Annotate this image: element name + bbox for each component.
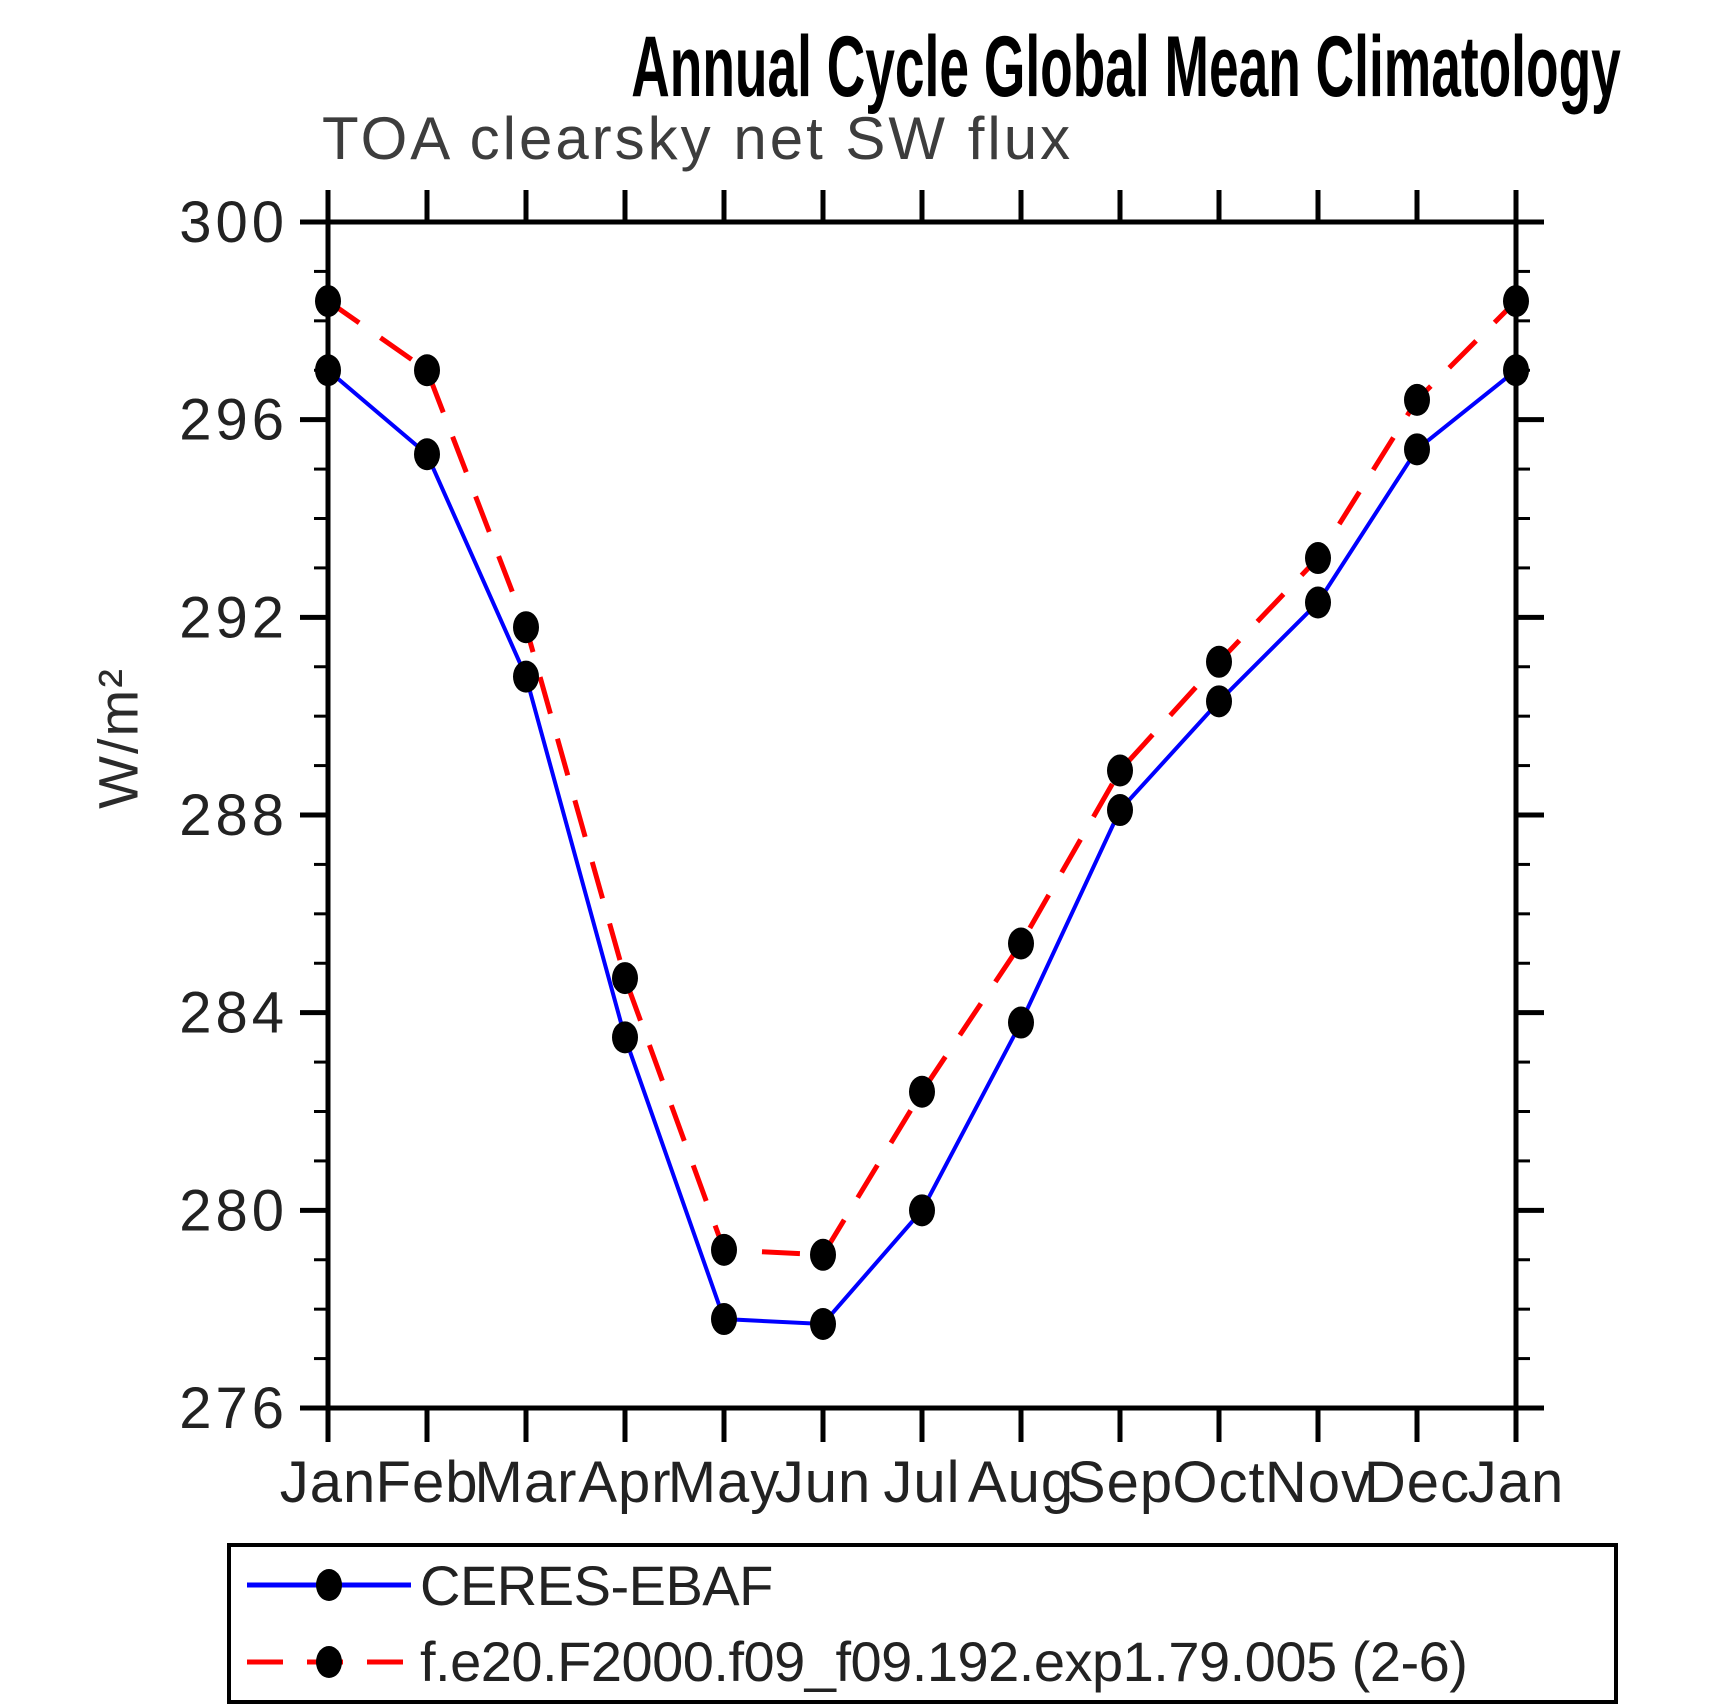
data-point-0-9: [1206, 685, 1232, 718]
x-tick-label: Jan: [280, 1450, 377, 1515]
x-tick-label: May: [668, 1450, 781, 1515]
data-point-0-7: [1008, 1006, 1034, 1039]
series-line-1: [326, 299, 1518, 1258]
plot-frame: [325, 219, 1519, 1411]
data-point-0-11: [1404, 433, 1430, 466]
data-point-0-4: [711, 1303, 737, 1336]
chart-title-text: Annual Cycle Global Mean Climatology: [631, 19, 1621, 115]
chart-subtitle: TOA clearsky net SW flux: [322, 105, 1074, 172]
data-point-0-10: [1305, 586, 1331, 619]
legend-dot: [316, 1569, 342, 1602]
data-point-1-2: [513, 611, 539, 644]
x-tick-label: Apr: [578, 1450, 671, 1515]
data-point-1-6: [909, 1075, 935, 1108]
x-tick-label: Mar: [475, 1450, 578, 1515]
data-point-1-11: [1404, 383, 1430, 416]
x-tick-label: Jan: [1468, 1450, 1565, 1515]
data-point-0-6: [909, 1194, 935, 1227]
x-tick-label: Oct: [1172, 1450, 1265, 1515]
data-point-0-8: [1107, 794, 1133, 827]
data-point-0-1: [414, 438, 440, 471]
data-point-0-3: [612, 1021, 638, 1054]
y-tick-label: 292: [179, 585, 288, 650]
data-point-1-1: [414, 354, 440, 387]
legend-label-model: f.e20.F2000.f09_f09.192.exp1.79.005 (2-6…: [420, 1630, 1468, 1694]
y-tick-label: 276: [179, 1376, 288, 1441]
x-tick-label: Dec: [1364, 1450, 1470, 1515]
data-point-1-4: [711, 1233, 737, 1266]
y-tick-label: 280: [179, 1178, 288, 1243]
x-tick-label: Jul: [883, 1450, 960, 1515]
x-tick-label: Nov: [1265, 1450, 1371, 1515]
data-point-1-9: [1206, 645, 1232, 678]
data-point-1-10: [1305, 542, 1331, 575]
data-point-0-2: [513, 660, 539, 693]
x-tick-label: Sep: [1067, 1450, 1173, 1515]
data-point-0-12: [1503, 354, 1529, 387]
legend-label-ceres: CERES-EBAF: [420, 1553, 773, 1617]
data-point-1-5: [810, 1238, 836, 1271]
y-tick-label: 284: [179, 981, 288, 1046]
data-point-1-3: [612, 962, 638, 995]
x-tick-label: Feb: [376, 1450, 479, 1515]
legend: CERES-EBAF f.e20.F2000.f09_f09.192.exp1.…: [227, 1543, 1618, 1704]
data-point-1-8: [1107, 754, 1133, 787]
legend-dot: [316, 1645, 342, 1678]
y-tick-label: 300: [179, 190, 288, 255]
x-tick-label: Aug: [968, 1450, 1074, 1515]
legend-marker-model: [247, 1645, 411, 1678]
series-line-0: [326, 368, 1518, 1327]
data-point-0-5: [810, 1307, 836, 1340]
legend-row-ceres: CERES-EBAF: [231, 1547, 1614, 1624]
data-point-1-7: [1008, 927, 1034, 960]
y-tick-label: 288: [179, 783, 288, 848]
legend-row-model: f.e20.F2000.f09_f09.192.exp1.79.005 (2-6…: [231, 1624, 1614, 1701]
data-point-0-0: [315, 354, 341, 387]
data-point-1-0: [315, 285, 341, 318]
chart-title: Annual Cycle Global Mean Climatology: [328, 18, 1621, 117]
x-tick-label: Jun: [775, 1450, 872, 1515]
data-point-1-12: [1503, 285, 1529, 318]
y-tick-label: 296: [179, 388, 288, 453]
legend-marker-ceres: [247, 1569, 411, 1602]
